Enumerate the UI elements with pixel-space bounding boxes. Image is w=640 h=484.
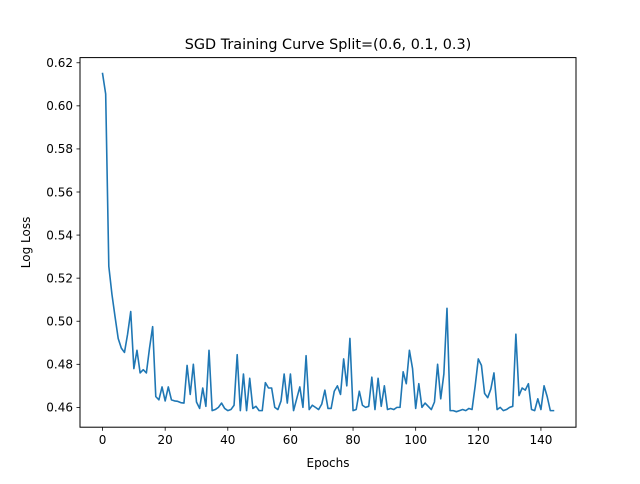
plot-frame (79, 57, 577, 428)
x-tick-label: 60 (283, 433, 298, 447)
y-tick-label: 0.50 (46, 315, 73, 329)
y-axis-label: Log Loss (19, 217, 33, 269)
x-axis-label: Epochs (307, 456, 350, 470)
axis-ticks: 0 20 40 60 80 100 120 140 0.46 0.48 0.50 0.52 0.54 0.… (46, 56, 552, 447)
x-tick-label: 140 (529, 433, 552, 447)
x-tick-label: 40 (220, 433, 235, 447)
x-tick-label: 20 (158, 433, 173, 447)
y-tick-label: 0.62 (46, 56, 73, 70)
y-tick-label: 0.58 (46, 142, 73, 156)
y-tick-label: 0.52 (46, 271, 73, 285)
chart-title: SGD Training Curve Split=(0.6, 0.1, 0.3) (185, 37, 471, 53)
y-tick-label: 0.56 (46, 185, 73, 199)
y-tick-label: 0.48 (46, 358, 73, 372)
series-layer (101, 72, 555, 413)
y-tick-label: 0.54 (46, 228, 73, 242)
x-tick-label: 100 (404, 433, 427, 447)
y-tick-label: 0.60 (46, 99, 73, 113)
y-tick-label: 0.46 (46, 401, 73, 415)
series-line (101, 72, 555, 413)
x-tick-label: 0 (99, 433, 107, 447)
x-tick-label: 120 (467, 433, 490, 447)
x-tick-label: 80 (345, 433, 360, 447)
